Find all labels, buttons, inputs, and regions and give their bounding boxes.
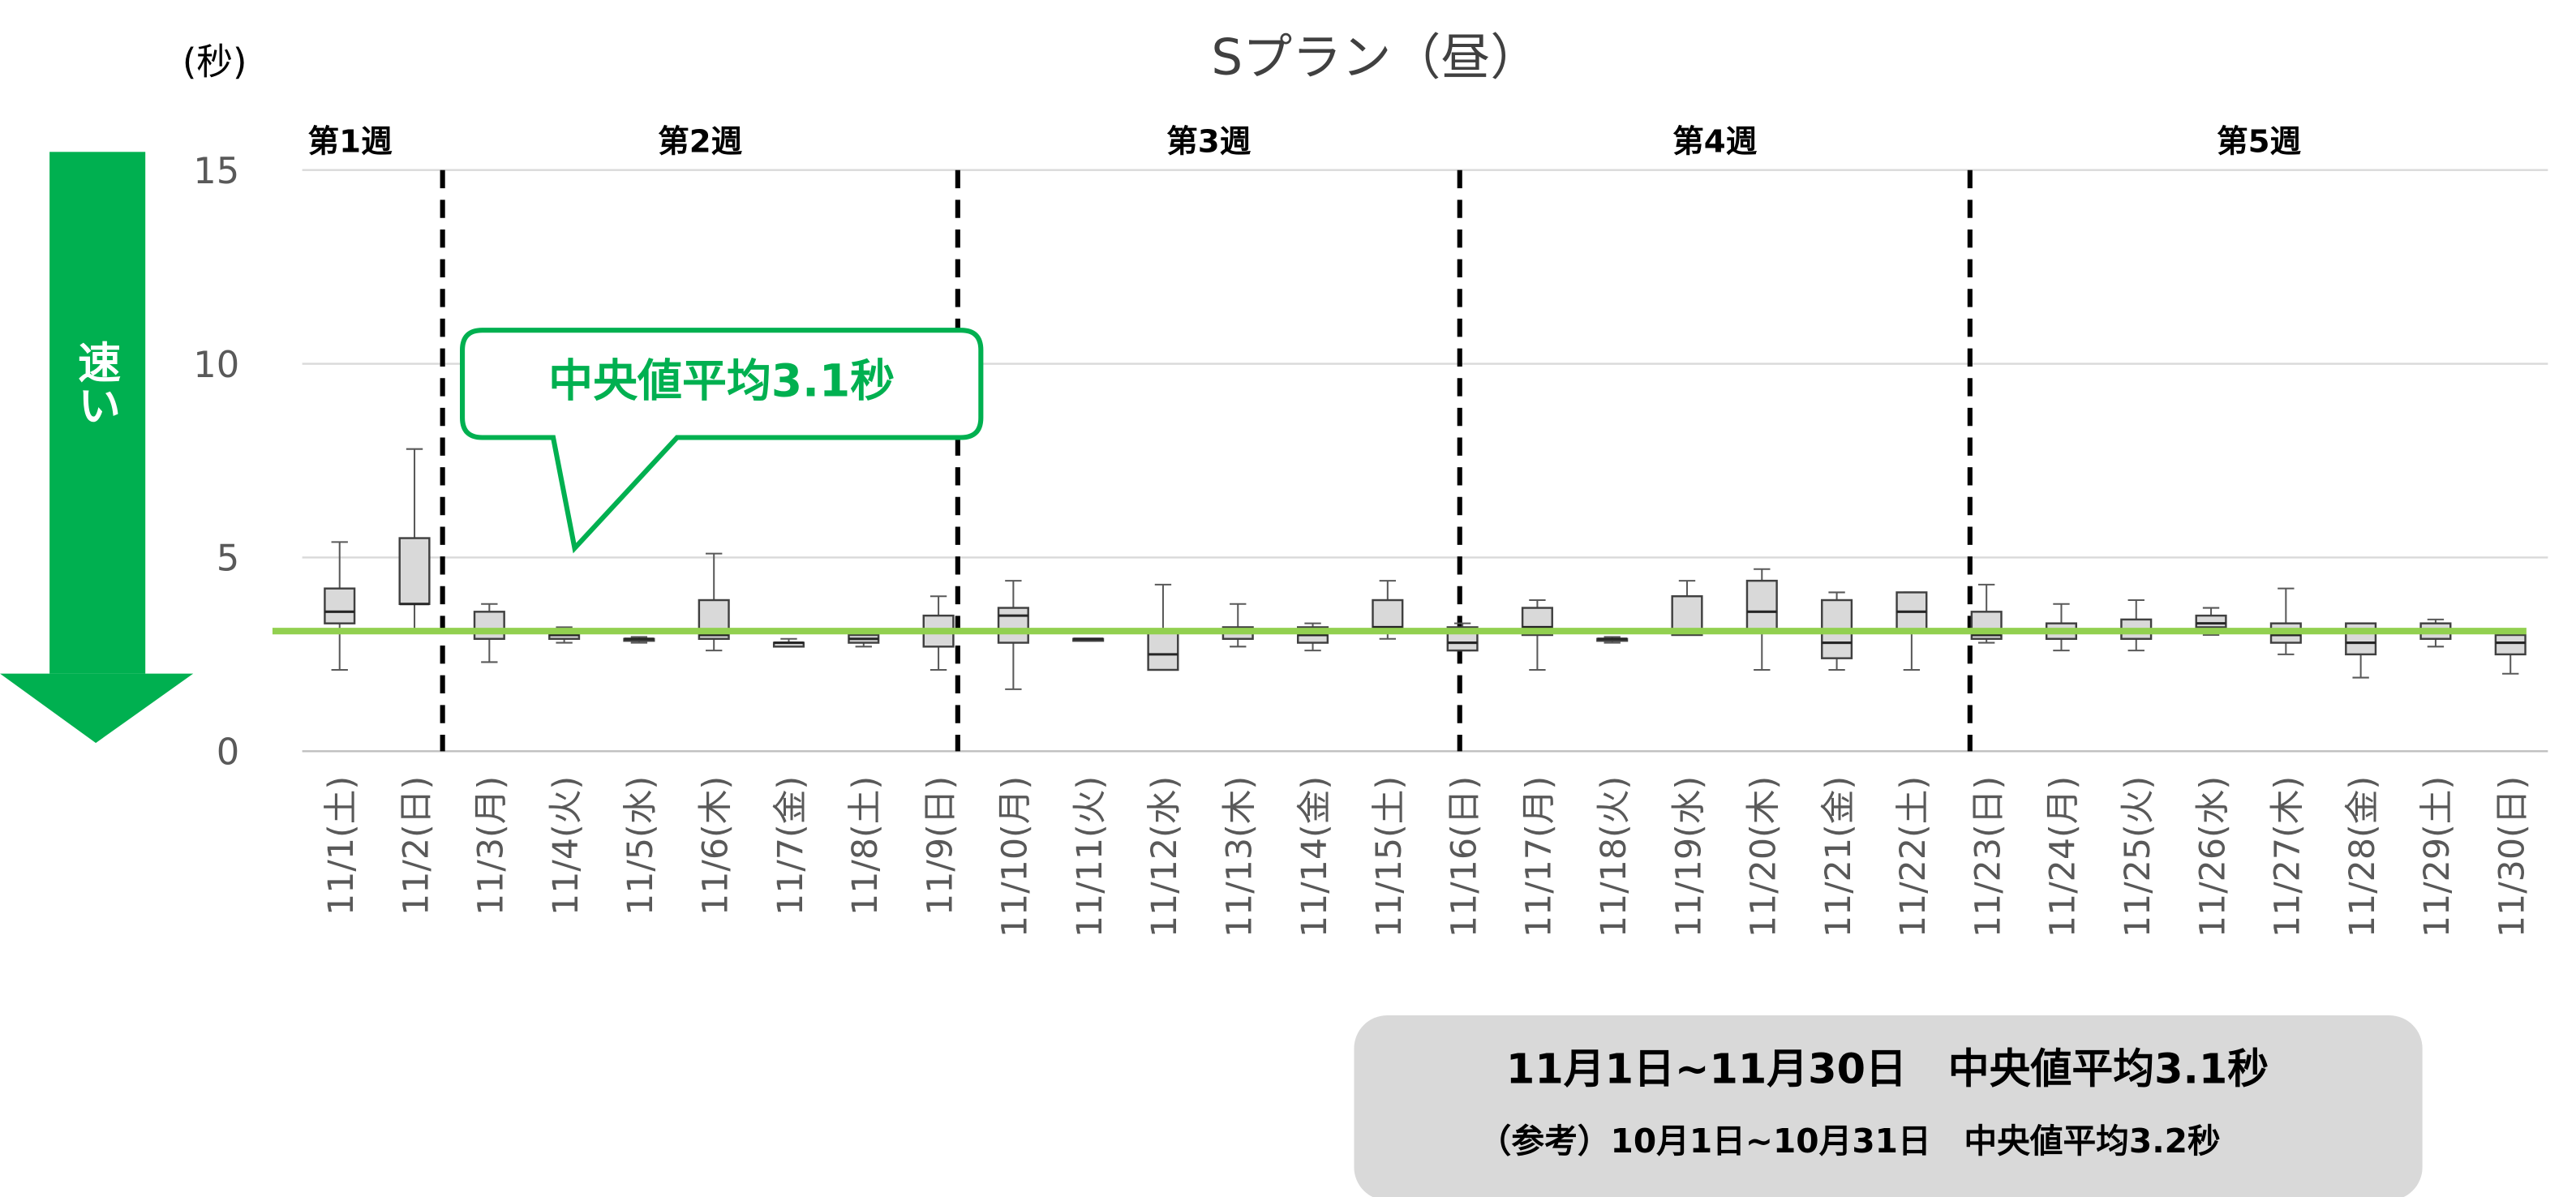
chart-title: Sプラン（昼） (1211, 29, 1539, 87)
box-plot (398, 448, 431, 633)
x-tick-label: 11/14(金) (1294, 776, 1335, 937)
x-tick-label: 11/28(金) (2342, 776, 2383, 937)
x-tick-label: 11/18(火) (1594, 776, 1634, 937)
box-plot (997, 580, 1029, 690)
x-tick-label: 11/12(水) (1144, 776, 1185, 937)
arrow-label: 速い (71, 340, 121, 426)
x-tick-label: 11/7(金) (771, 776, 811, 916)
callout-text: 中央値平均3.1秒 (548, 355, 895, 407)
box-plot (324, 541, 356, 671)
y-unit-label: (秒) (182, 41, 247, 84)
summary-bg (1354, 1015, 2423, 1197)
box-plot (1147, 583, 1179, 671)
y-tick-label: 5 (217, 537, 239, 580)
box-plot (1072, 637, 1105, 642)
plot-area: 0 5 10 15 第1週 第2週 第3週 第4週 第5週 11/1(土) 11/2(日) 11/3(… (193, 123, 2548, 937)
x-tick-label: 11/10(月) (995, 776, 1036, 937)
box-plot (1446, 622, 1479, 652)
y-tick-label: 0 (217, 731, 239, 774)
box-plot (623, 636, 655, 644)
box (324, 587, 356, 624)
x-tick-label: 11/20(木) (1744, 776, 1784, 937)
x-tick-label: 11/13(木) (1220, 776, 1260, 937)
box-plot (2195, 607, 2227, 637)
callout-box (460, 328, 984, 554)
x-tick-label: 11/17(月) (1519, 776, 1560, 937)
x-tick-label: 11/6(木) (695, 776, 736, 916)
box-plot (698, 552, 730, 652)
x-tick-label: 11/8(土) (845, 776, 886, 916)
x-tick-label: 11/16(日) (1444, 776, 1484, 937)
box-plot (1296, 622, 1329, 652)
callout: 中央値平均3.1秒 (460, 328, 984, 554)
week-label: 第5週 (2217, 123, 2302, 160)
x-tick-label: 11/29(土) (2417, 776, 2458, 937)
box-plot (1745, 568, 1778, 671)
box-plot (2494, 630, 2527, 675)
box-plot (1671, 580, 1703, 637)
x-tick-label: 11/3(月) (471, 776, 512, 916)
x-tick-label: 11/25(火) (2118, 776, 2158, 937)
y-tick-label: 15 (193, 149, 239, 192)
box-plot (2120, 598, 2153, 652)
x-tick-label: 11/21(金) (1818, 776, 1859, 937)
box-plot (1521, 598, 1553, 671)
box-plot (1221, 603, 1254, 648)
y-tick-label: 10 (193, 343, 239, 386)
box (1745, 579, 1778, 633)
box-plot (1372, 580, 1404, 640)
box (997, 607, 1029, 644)
arrow-head (0, 673, 194, 744)
box (1147, 629, 1179, 671)
box (2195, 614, 2227, 629)
box (398, 537, 431, 605)
summary-line: 11月1日~11月30日 中央値平均3.1秒 (1506, 1046, 2269, 1094)
x-tick-label: 11/19(水) (1668, 776, 1709, 937)
x-tick-label: 11/4(火) (546, 776, 586, 916)
box-plot (2045, 603, 2078, 652)
x-tick-label: 11/22(土) (1893, 776, 1934, 937)
x-tick-label: 11/23(日) (1968, 776, 2008, 937)
box-plot (2269, 587, 2302, 655)
x-tick-label: 11/15(土) (1369, 776, 1410, 937)
arrow-body (49, 152, 146, 674)
box (2494, 633, 2527, 656)
summary-box: 11月1日~11月30日 中央値平均3.1秒 （参考）10月1日~10月31日 … (1354, 1015, 2423, 1197)
box-plot (772, 637, 805, 648)
speed-arrow: 速い (0, 152, 194, 744)
x-tick-label: 11/11(火) (1070, 776, 1110, 937)
x-tick-label: 11/27(木) (2268, 776, 2308, 937)
week-label: 第3週 (1166, 123, 1252, 160)
x-tick-label: 11/24(月) (2043, 776, 2084, 937)
x-tick-label: 11/2(日) (396, 776, 436, 916)
box-plot (1596, 636, 1629, 644)
x-tick-label: 11/26(水) (2192, 776, 2233, 937)
week-label: 第2週 (658, 123, 743, 160)
x-tick-label: 11/1(土) (321, 776, 362, 916)
summary-line: （参考）10月1日~10月31日 中央値平均3.2秒 (1479, 1122, 2221, 1161)
box-plot (1896, 591, 1928, 671)
week-label: 第1週 (307, 123, 393, 160)
box (473, 611, 505, 640)
week-label: 第4週 (1672, 123, 1758, 160)
x-tick-label: 11/5(水) (620, 776, 661, 916)
x-tick-label: 11/30(日) (2492, 776, 2533, 937)
box (1372, 598, 1404, 633)
x-tick-label: 11/9(日) (920, 776, 960, 916)
